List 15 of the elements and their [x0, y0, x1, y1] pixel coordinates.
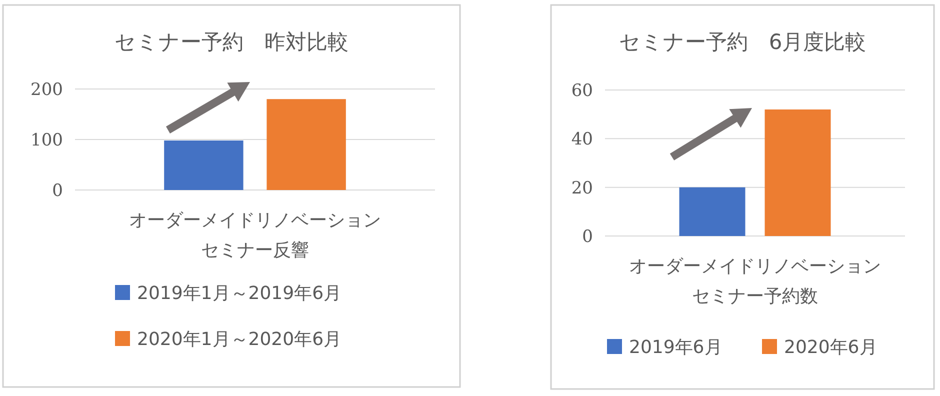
y-tick-label: 20 [571, 178, 593, 198]
legend-label: 2019年1月～2019年6月 [137, 283, 342, 304]
y-tick-label: 0 [582, 227, 593, 247]
y-tick-label: 200 [30, 80, 63, 100]
y-tick-label: 60 [571, 81, 593, 101]
chart-title: セミナー予約 6月度比較 [618, 30, 866, 54]
legend-label: 2020年1月～2020年6月 [137, 329, 342, 350]
x-tick-label: オーダーメイドリノベーションセミナー反響 [129, 210, 381, 261]
chart-title: セミナー予約 昨対比較 [114, 30, 348, 54]
y-tick-label: 0 [52, 181, 63, 201]
x-tick-label: オーダーメイドリノベーションセミナー予約数 [629, 256, 881, 307]
y-tick-label: 40 [571, 130, 593, 150]
y-tick-label: 100 [30, 130, 63, 150]
legend-label: 2019年6月 [629, 337, 722, 358]
legend-label: 2020年6月 [784, 337, 878, 358]
